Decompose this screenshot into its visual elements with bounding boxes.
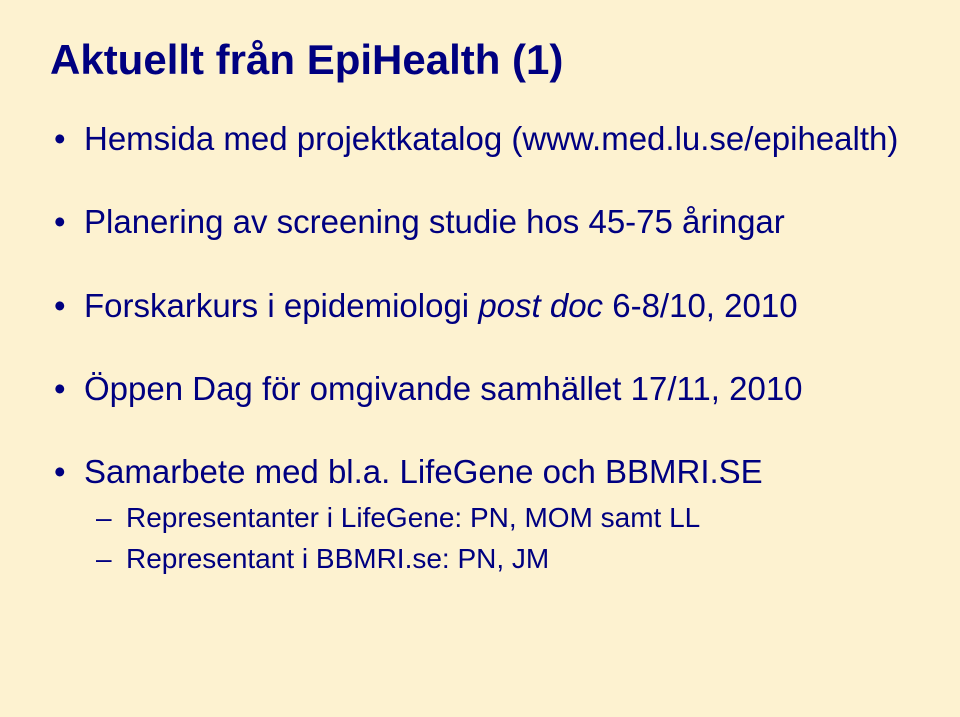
sub-bullet-list: Representanter i LifeGene: PN, MOM samt … xyxy=(84,500,910,577)
sub-bullet-text: Representant i BBMRI.se: PN, JM xyxy=(126,543,549,574)
bullet-list: Hemsida med projektkatalog (www.med.lu.s… xyxy=(50,118,910,577)
bullet-item: Planering av screening studie hos 45-75 … xyxy=(50,201,910,242)
bullet-text: Hemsida med projektkatalog (www.med.lu.s… xyxy=(84,120,898,157)
sub-bullet-item: Representanter i LifeGene: PN, MOM samt … xyxy=(84,500,910,536)
bullet-text: Planering av screening studie hos 45-75 … xyxy=(84,203,785,240)
bullet-text: Forskarkurs i epidemiologi xyxy=(84,287,478,324)
bullet-item: Öppen Dag för omgivande samhället 17/11,… xyxy=(50,368,910,409)
bullet-item: Hemsida med projektkatalog (www.med.lu.s… xyxy=(50,118,910,159)
bullet-item: Samarbete med bl.a. LifeGene och BBMRI.S… xyxy=(50,451,910,577)
bullet-text: 6-8/10, 2010 xyxy=(603,287,798,324)
sub-bullet-text: Representanter i LifeGene: PN, MOM samt … xyxy=(126,502,700,533)
slide-title: Aktuellt från EpiHealth (1) xyxy=(50,36,910,84)
sub-bullet-item: Representant i BBMRI.se: PN, JM xyxy=(84,541,910,577)
bullet-text: Samarbete med bl.a. LifeGene och BBMRI.S… xyxy=(84,453,763,490)
bullet-item: Forskarkurs i epidemiologi post doc 6-8/… xyxy=(50,285,910,326)
bullet-text: Öppen Dag för omgivande samhället 17/11,… xyxy=(84,370,803,407)
bullet-text-italic: post doc xyxy=(478,287,603,324)
slide: Aktuellt från EpiHealth (1) Hemsida med … xyxy=(0,0,960,717)
